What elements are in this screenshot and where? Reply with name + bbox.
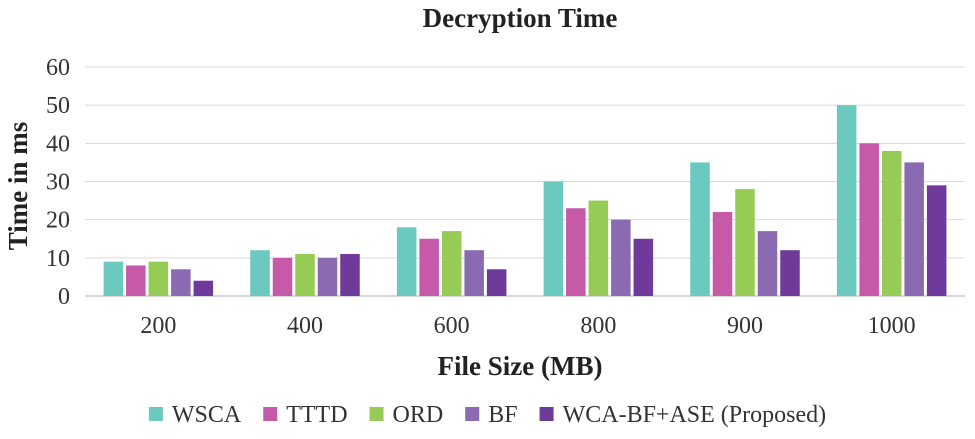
bar-wca-bf-ase-proposed--900 bbox=[780, 250, 800, 296]
legend-swatch bbox=[465, 407, 480, 421]
legend-label: WSCA bbox=[172, 402, 242, 428]
x-tick-label: 900 bbox=[727, 313, 763, 339]
bar-wca-bf-ase-proposed--200 bbox=[193, 280, 214, 296]
bar-wsca-200 bbox=[103, 261, 124, 296]
y-tick-label: 40 bbox=[46, 131, 70, 157]
legend-label: TTTD bbox=[286, 402, 347, 428]
bar-wsca-600 bbox=[396, 227, 417, 296]
y-tick-label: 10 bbox=[46, 246, 70, 272]
bar-bf-900 bbox=[757, 231, 778, 296]
y-tick-label: 60 bbox=[46, 55, 70, 81]
x-tick-label: 1000 bbox=[868, 313, 916, 339]
bar-tttd-800 bbox=[566, 208, 586, 296]
chart-title: Decryption Time bbox=[423, 3, 618, 33]
x-tick-label: 600 bbox=[434, 313, 470, 339]
legend-item: ORD bbox=[369, 402, 444, 428]
legend-swatch bbox=[263, 407, 278, 421]
legend-label: BF bbox=[488, 402, 517, 428]
bar-ord-600 bbox=[441, 231, 462, 296]
legend-swatch bbox=[369, 407, 384, 421]
bar-ord-400 bbox=[295, 254, 315, 296]
legend-item: WSCA bbox=[148, 402, 242, 428]
x-axis-title: File Size (MB) bbox=[438, 351, 603, 381]
bar-tttd-1000 bbox=[859, 143, 879, 296]
y-axis-ticks: 0 10 20 30 40 50 60 bbox=[46, 55, 70, 310]
legend-label: WCA-BF+ASE (Proposed) bbox=[563, 402, 827, 428]
legend-item: TTTD bbox=[263, 402, 348, 428]
bar-wca-bf-ase-proposed--400 bbox=[340, 254, 360, 296]
bar-bf-200 bbox=[171, 269, 191, 296]
bar-wsca-400 bbox=[250, 250, 270, 296]
bar-tttd-400 bbox=[272, 257, 293, 296]
bar-tttd-600 bbox=[419, 238, 439, 296]
bars bbox=[103, 105, 947, 297]
bar-ord-900 bbox=[735, 189, 755, 296]
gridlines bbox=[85, 66, 965, 297]
y-tick-label: 20 bbox=[46, 208, 70, 234]
y-tick-label: 30 bbox=[46, 170, 70, 196]
bar-bf-800 bbox=[611, 219, 631, 296]
bar-bf-1000 bbox=[904, 162, 924, 296]
bar-wsca-1000 bbox=[836, 105, 857, 297]
bar-bf-400 bbox=[317, 257, 338, 296]
bar-wsca-900 bbox=[690, 162, 710, 296]
bar-wca-bf-ase-proposed--800 bbox=[633, 238, 654, 296]
bar-bf-600 bbox=[464, 250, 484, 296]
bar-tttd-200 bbox=[126, 265, 146, 296]
legend-item: WCA-BF+ASE (Proposed) bbox=[539, 402, 827, 428]
bar-wca-bf-ase-proposed--1000 bbox=[926, 185, 947, 296]
y-axis-title: Time in ms bbox=[3, 122, 33, 251]
x-tick-label: 200 bbox=[140, 313, 176, 339]
legend: WSCA TTTD ORD BF WCA-BF+ASE (Proposed) bbox=[148, 402, 827, 428]
bar-ord-1000 bbox=[881, 150, 902, 296]
y-tick-label: 0 bbox=[58, 284, 70, 310]
legend-item: BF bbox=[465, 402, 518, 428]
bar-wca-bf-ase-proposed--600 bbox=[486, 269, 507, 296]
bar-tttd-900 bbox=[712, 212, 733, 296]
x-tick-label: 400 bbox=[287, 313, 323, 339]
bar-wsca-800 bbox=[543, 181, 564, 296]
x-tick-label: 800 bbox=[580, 313, 616, 339]
bar-ord-800 bbox=[588, 200, 609, 296]
x-axis-ticks: 200 400 600 800 900 1000 bbox=[140, 313, 915, 339]
bar-ord-200 bbox=[148, 261, 169, 296]
legend-swatch bbox=[148, 407, 163, 421]
legend-swatch bbox=[539, 407, 554, 421]
y-tick-label: 50 bbox=[46, 93, 70, 119]
legend-label: ORD bbox=[393, 402, 444, 428]
